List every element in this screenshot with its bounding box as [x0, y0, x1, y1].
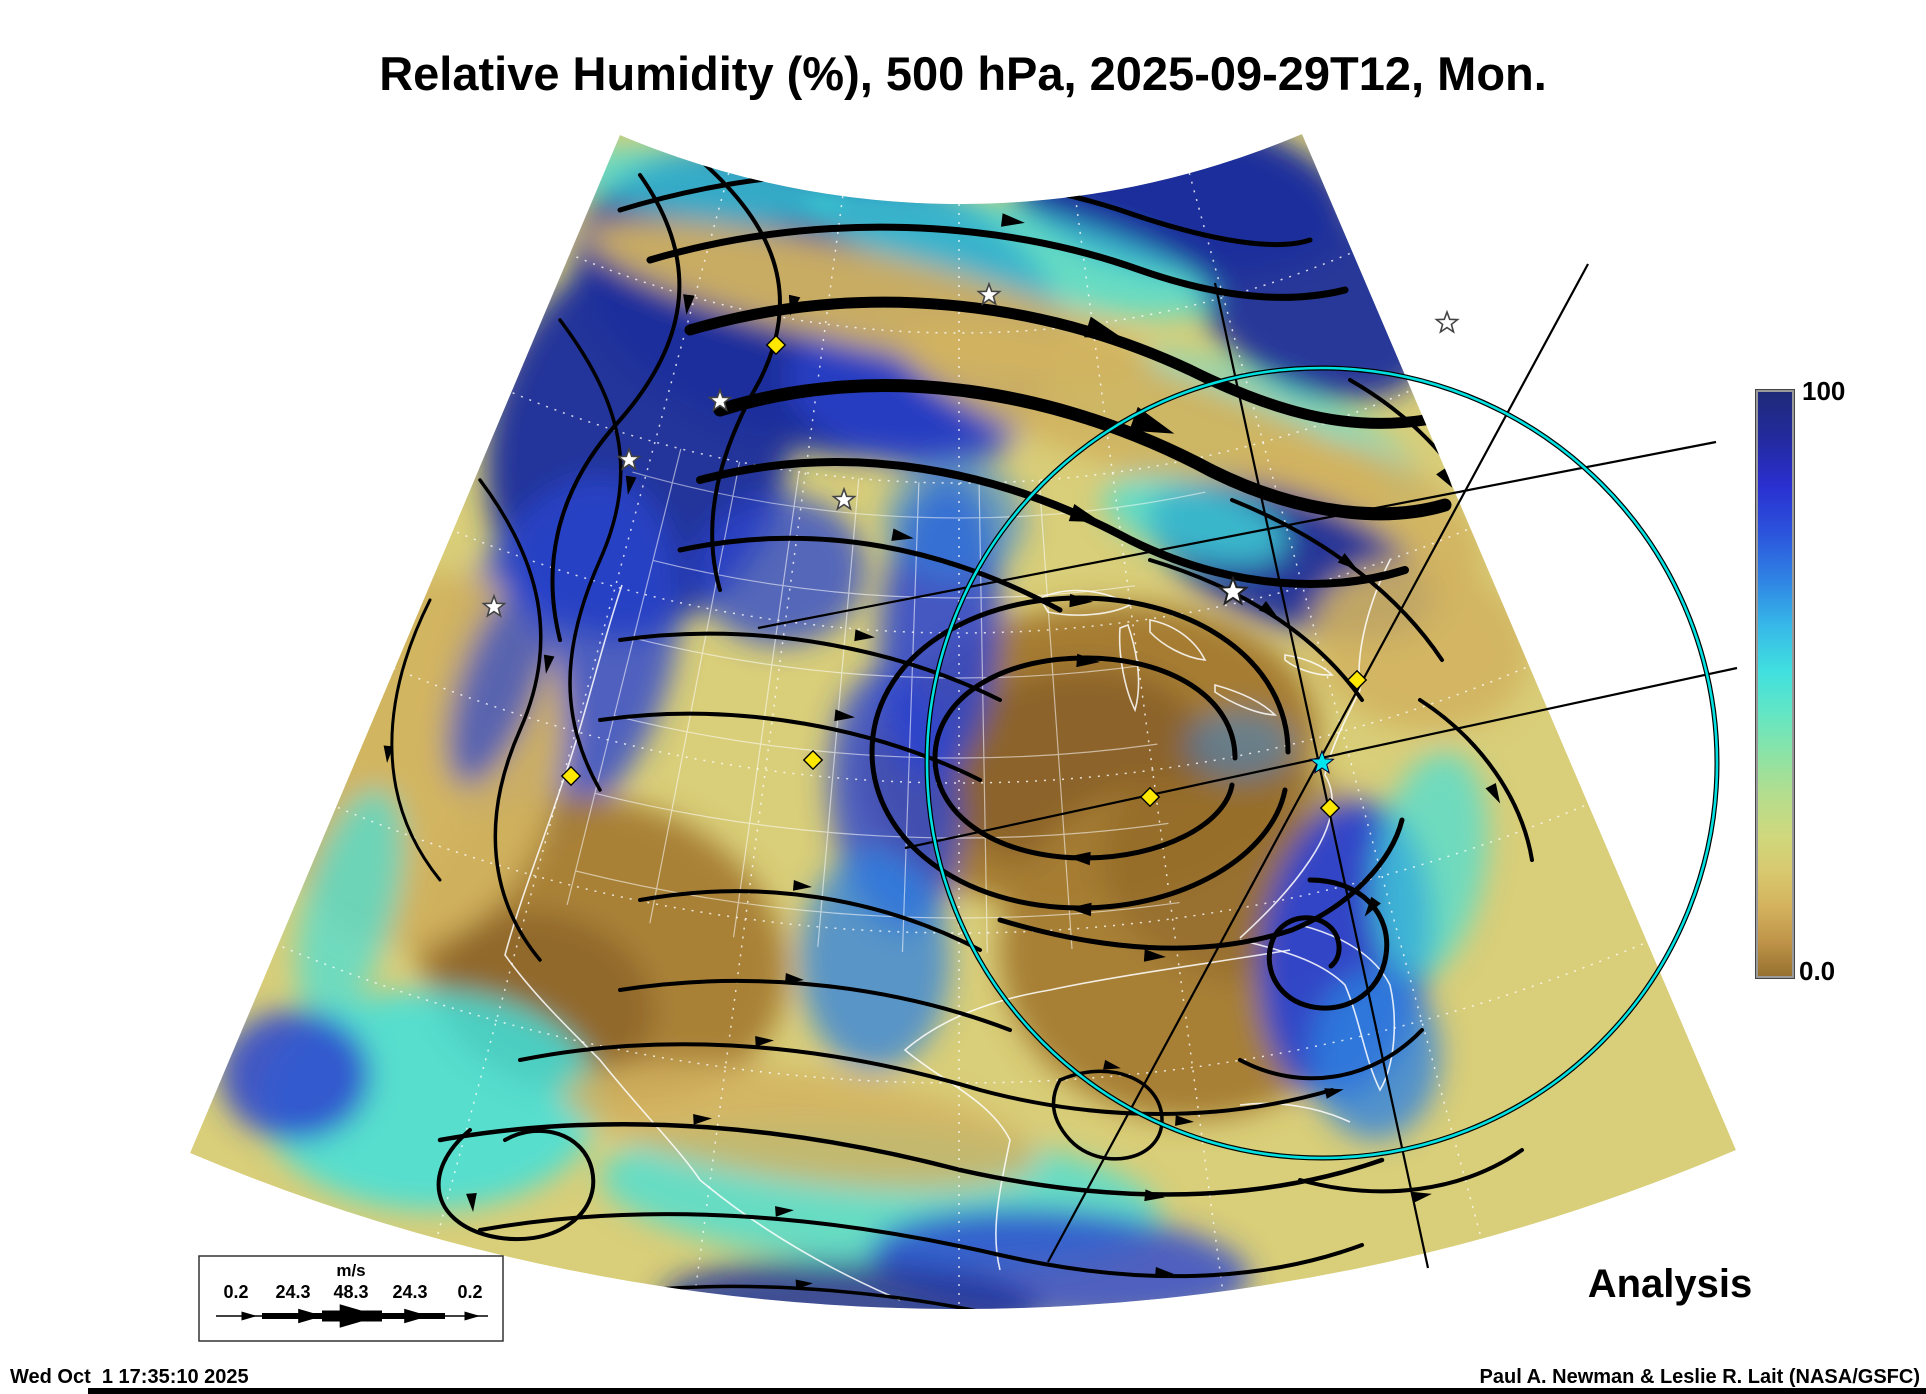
coastline	[1239, 1102, 1351, 1123]
credit-text: Paul A. Newman & Leslie R. Lait (NASA/GS…	[1479, 1366, 1920, 1388]
streamline-arrowhead	[755, 1035, 774, 1047]
star-marker	[831, 486, 857, 511]
coastline	[1239, 924, 1396, 1092]
streamline-arrowhead	[683, 294, 695, 315]
streamline-arrowhead	[464, 1311, 480, 1321]
streamline-arrowhead	[693, 1113, 712, 1125]
coastline	[1239, 559, 1391, 939]
streamline-arrowhead	[466, 1192, 477, 1212]
streamline-arrowhead	[1068, 504, 1102, 523]
streamline-arrowhead	[543, 654, 555, 674]
coastline	[1038, 589, 1132, 616]
bearing-line	[1213, 282, 1430, 1269]
star-marker	[616, 446, 642, 471]
streamline-arrowhead	[1436, 467, 1453, 488]
station-star-marker	[1309, 749, 1335, 774]
streamline-arrowhead	[1412, 1191, 1432, 1203]
streamline-arrowhead	[834, 709, 855, 722]
streamline-arrowhead	[1337, 553, 1358, 570]
star-marker	[481, 593, 507, 618]
streamline-arrowhead	[788, 294, 801, 316]
coastline	[1118, 623, 1140, 713]
streamline-arrowhead	[1144, 1189, 1165, 1202]
streamline-arrowhead	[1069, 593, 1093, 608]
creation-timestamp: Wed Oct 1 17:35:10 2025	[10, 1366, 249, 1388]
star-marker	[976, 281, 1002, 306]
coastline	[504, 584, 623, 1061]
star-marker	[707, 387, 733, 412]
diamond-site-marker	[1139, 786, 1161, 808]
map-fan	[190, 134, 1736, 1309]
coastline	[599, 1059, 901, 1301]
filled-star-marker	[1216, 575, 1250, 606]
range-circle	[925, 366, 1719, 1160]
streamline-arrowhead	[1143, 949, 1166, 962]
legend-speed-label: 24.3	[392, 1282, 427, 1302]
streamline-arrowhead	[241, 1311, 257, 1321]
streamline-arrowhead	[795, 1279, 813, 1290]
colorbar-min-label: 0.0	[1799, 956, 1836, 986]
streamline-arrowhead	[1076, 653, 1100, 668]
streamline-arrowhead	[784, 973, 804, 984]
colorbar	[1755, 389, 1795, 979]
streamline-arrowhead	[1154, 1267, 1174, 1278]
diamond-site-marker	[765, 334, 787, 356]
coastline	[1149, 619, 1207, 661]
diamond-site-marker	[1346, 669, 1368, 691]
streamline-arrowhead	[339, 1304, 380, 1328]
colorbar-max-label: 100	[1802, 376, 1846, 406]
streamline-arrowhead	[404, 1308, 429, 1324]
diamond-site-marker	[560, 765, 582, 787]
streamline-arrowhead	[383, 745, 394, 763]
diamond-site-marker	[802, 749, 824, 771]
bearing-line	[757, 440, 1717, 630]
streamline-arrowhead	[1103, 1059, 1121, 1070]
legend-speed-label: 48.3	[333, 1282, 368, 1302]
wind-speed-legend: m/s 0.2 24.3 48.3 24.3 0.2	[198, 1255, 504, 1342]
legend-speed-label: 0.2	[223, 1282, 248, 1302]
coastline	[1214, 683, 1278, 716]
legend-speed-label: 24.3	[275, 1282, 310, 1302]
streamline-arrowhead	[1084, 316, 1123, 339]
streamline-arrowhead	[1175, 1115, 1194, 1126]
page-title: Relative Humidity (%), 500 hPa, 2025-09-…	[379, 47, 1547, 100]
coastline	[1284, 654, 1334, 676]
streamline-arrowhead	[1258, 600, 1279, 619]
borders	[566, 448, 1206, 953]
legend-speed-label: 0.2	[457, 1282, 482, 1302]
streamline-arrowhead	[854, 629, 875, 642]
streamline-arrowhead	[1485, 782, 1501, 804]
streamline-arrowhead	[891, 528, 914, 541]
streamline-arrowhead	[792, 880, 812, 891]
analysis-label: Analysis	[1587, 1262, 1753, 1306]
coastline	[903, 949, 1291, 1271]
bottom-border-bar	[88, 1388, 1926, 1394]
streamline-arrowhead	[1067, 851, 1091, 866]
diamond-site-marker	[1319, 797, 1341, 819]
streamline-arrowhead	[775, 1206, 794, 1217]
streamline-arrowhead	[1000, 213, 1025, 227]
streamline-arrowhead	[972, 160, 993, 173]
streamline-arrowhead	[298, 1308, 323, 1324]
streamline-arrowhead	[625, 475, 637, 495]
streamline-arrowhead	[1324, 1088, 1344, 1099]
star-marker	[1434, 309, 1460, 334]
streamline-arrowhead	[1068, 902, 1092, 917]
streamline-arrowhead	[1364, 896, 1381, 917]
legend-units-label: m/s	[336, 1261, 365, 1280]
